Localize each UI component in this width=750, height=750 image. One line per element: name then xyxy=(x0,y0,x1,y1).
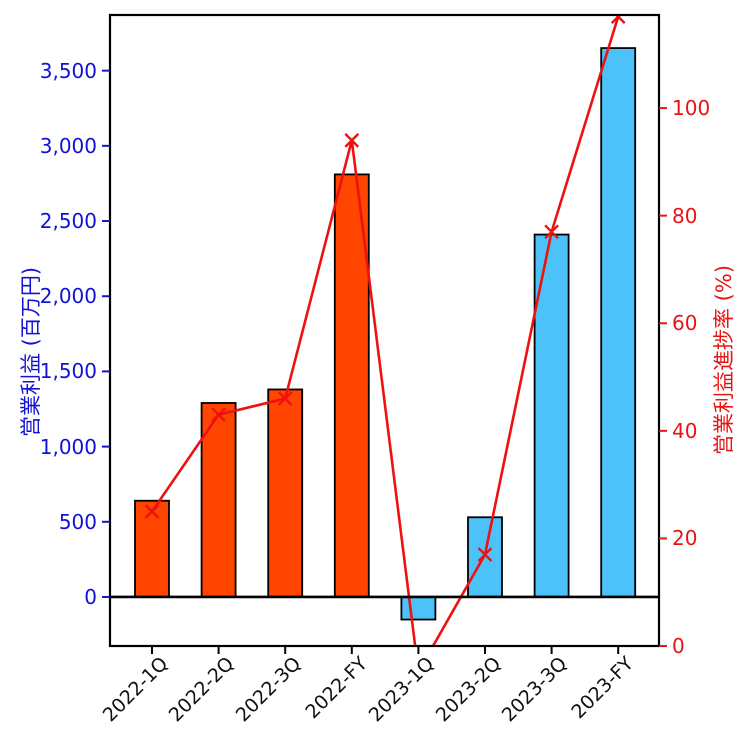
plot-frame xyxy=(108,13,661,648)
ytick-right-label-80: 80 xyxy=(672,203,698,228)
bar-2023-1Q xyxy=(400,596,437,621)
ytick-left-label-1,500: 1,500 xyxy=(39,359,97,384)
bar-2022-FY xyxy=(333,173,370,598)
ytick-left-label-3,500: 3,500 xyxy=(39,58,97,83)
ytick-left-label-1,000: 1,000 xyxy=(39,434,97,459)
ytick-right-label-0: 0 xyxy=(672,634,685,658)
y-axis-label-right: 営業利益進捗率 (%) xyxy=(712,264,736,456)
ytick-right-label-20: 20 xyxy=(672,526,698,551)
bar-2022-3Q xyxy=(267,388,304,598)
bar-2023-FY xyxy=(600,47,637,598)
ytick-right-label-100: 100 xyxy=(672,96,711,121)
progress-marker-2022-FY xyxy=(344,132,360,148)
ytick-right-label-40: 40 xyxy=(672,418,698,443)
ytick-left-label-2,500: 2,500 xyxy=(39,209,97,234)
progress-line xyxy=(150,16,620,646)
progress-marker-2022-3Q xyxy=(277,391,293,406)
progress-marker-2022-1Q xyxy=(144,504,160,519)
bar-2023-3Q xyxy=(533,233,570,598)
bar-2022-2Q xyxy=(200,402,237,598)
ytick-left-label-500: 500 xyxy=(58,509,97,534)
progress-marker-2023-2Q xyxy=(477,547,493,562)
plot-clip-group xyxy=(134,15,637,646)
ytick-right-label-60: 60 xyxy=(672,311,698,336)
progress-marker-2023-3Q xyxy=(544,224,559,240)
ytick-left-label-0: 0 xyxy=(84,584,97,609)
y-axis-label-left: 営業利益 (百万円) xyxy=(19,266,43,438)
progress-marker-2022-2Q xyxy=(211,407,226,423)
ytick-left-label-2,000: 2,000 xyxy=(39,284,97,309)
bar-2022-1Q xyxy=(134,499,170,598)
progress-marker-2023-FY xyxy=(610,15,626,24)
ytick-left-label-3,000: 3,000 xyxy=(39,133,97,158)
